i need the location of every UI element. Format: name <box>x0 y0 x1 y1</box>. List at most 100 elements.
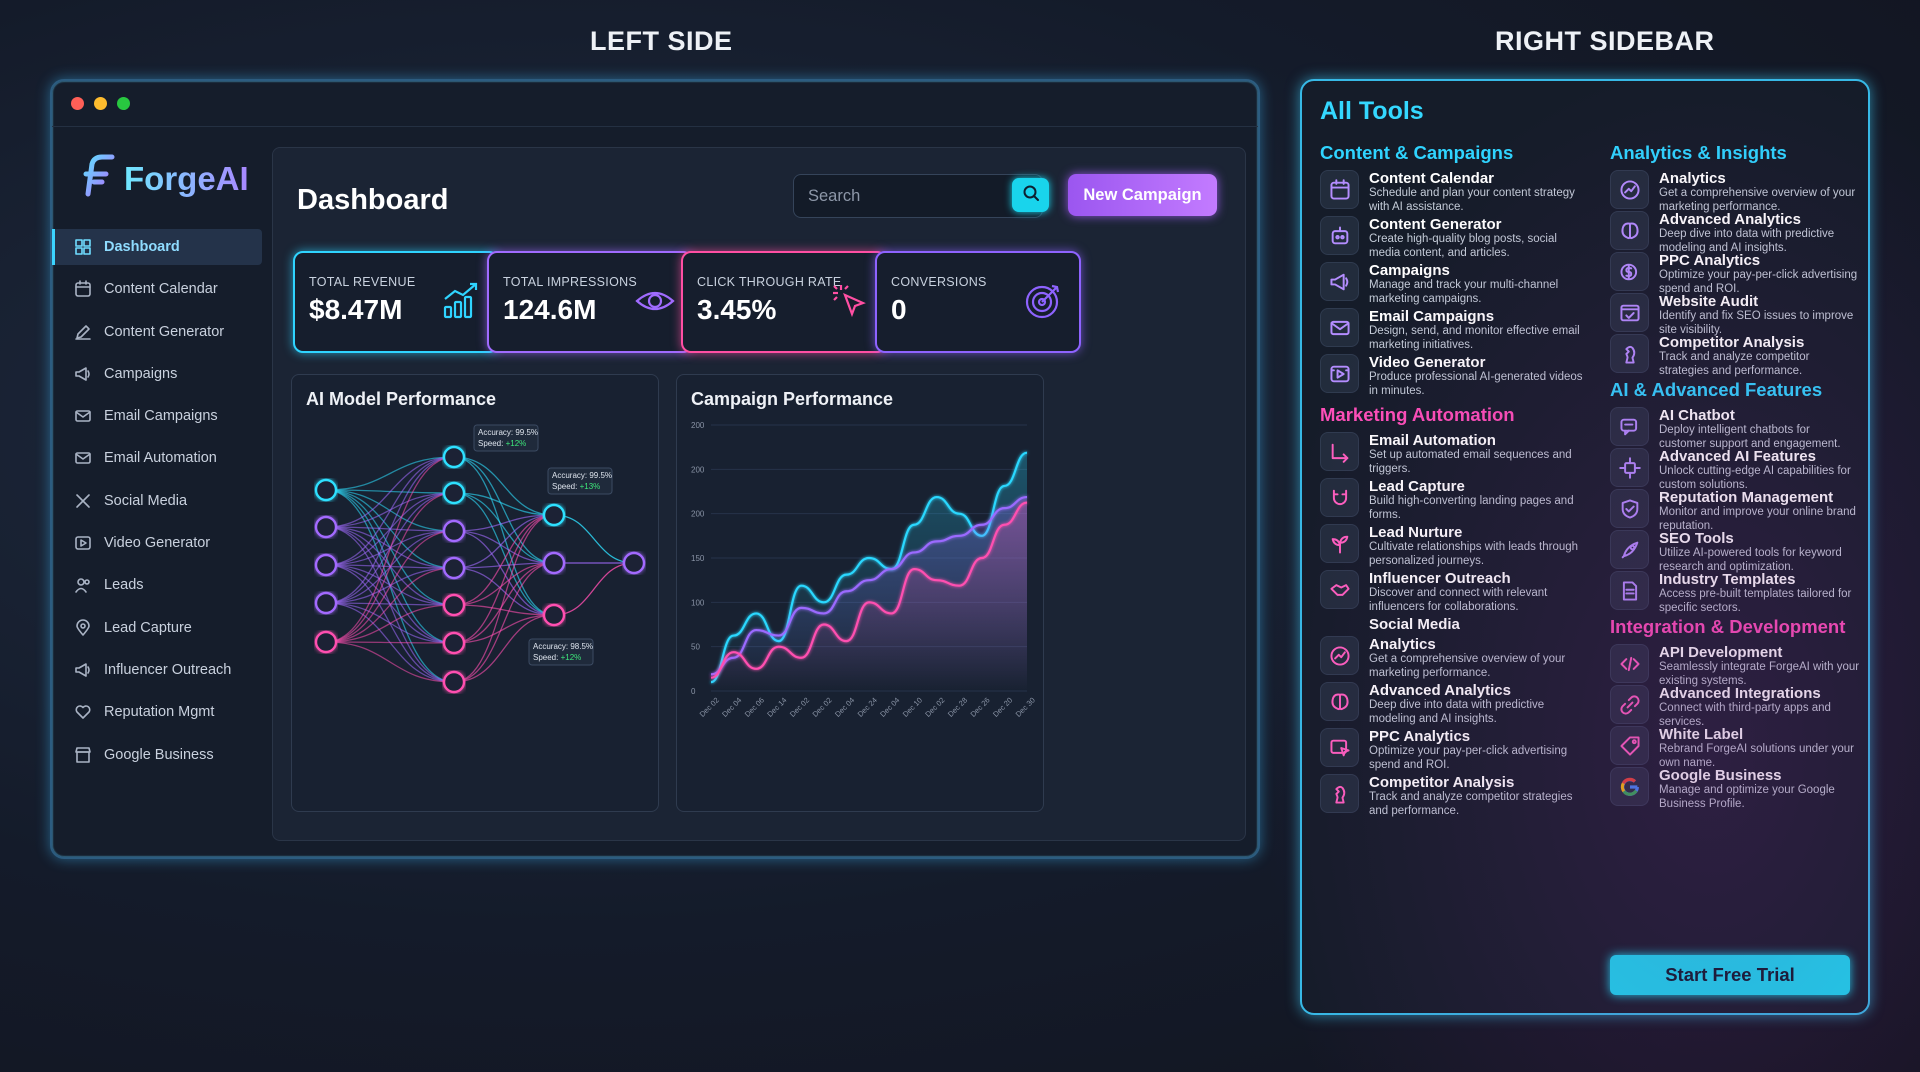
sidebar-item-reputation-mgmt[interactable]: Reputation Mgmt <box>52 694 264 730</box>
tool-description: Set up automated email sequences and tri… <box>1369 449 1572 475</box>
tool-description: Produce professional AI-generated videos… <box>1369 371 1583 397</box>
mail-icon <box>74 449 92 467</box>
tool-item-advanced-integrations[interactable]: Advanced Integrations Connect with third-… <box>1610 685 1860 728</box>
x-tick-label: Dec 14 <box>765 696 788 719</box>
stat-card-total-revenue[interactable]: TOTAL REVENUE $8.47M <box>293 251 499 353</box>
tool-item-competitor-analysis[interactable]: Competitor Analysis Track and analyze com… <box>1610 334 1860 377</box>
tool-item-white-label[interactable]: White Label Rebrand ForgeAI solutions und… <box>1610 726 1860 769</box>
tool-item-ppc-analytics[interactable]: PPC Analytics Optimize your pay-per-click… <box>1610 252 1860 295</box>
start-free-trial-button[interactable]: Start Free Trial <box>1610 955 1850 995</box>
tool-item-analytics[interactable]: Analytics Get a comprehensive overview of… <box>1320 636 1590 682</box>
robot-icon <box>1320 216 1359 255</box>
sidebar-item-email-automation[interactable]: Email Automation <box>52 440 264 476</box>
x-tick-label: Dec 10 <box>901 696 924 719</box>
all-tools-sidebar: All Tools Content & Campaigns Content Cal… <box>1300 79 1870 1015</box>
tool-item-reputation-management[interactable]: Reputation Management Monitor and improve… <box>1610 489 1860 532</box>
sidebar-item-influencer-outreach[interactable]: Influencer Outreach <box>52 652 264 688</box>
tool-item-advanced-analytics[interactable]: Advanced Analytics Deep dive into data wi… <box>1610 211 1860 254</box>
tool-name: Email Automation <box>1369 432 1496 449</box>
x-tick-label: Dec 02 <box>811 696 834 719</box>
tool-item-lead-nurture[interactable]: Lead Nurture Cultivate relationships with… <box>1320 524 1590 570</box>
tool-name: Advanced Integrations <box>1659 685 1821 702</box>
x-tick-label: Dec 26 <box>969 696 992 719</box>
tool-item-social-media[interactable]: Social Media <box>1320 616 1590 636</box>
sidebar-item-label: Video Generator <box>104 535 211 552</box>
tool-name: Video Generator <box>1369 354 1486 371</box>
tool-category-title: Analytics & Insights <box>1610 142 1787 163</box>
tool-name: Industry Templates <box>1659 571 1796 588</box>
tool-item-api-development[interactable]: API Development Seamlessly integrate Forg… <box>1610 644 1860 687</box>
tool-description: Deploy intelligent chatbots for customer… <box>1659 424 1841 450</box>
minimize-window-button[interactable] <box>94 97 107 110</box>
magnet-icon <box>1320 478 1359 517</box>
sidebar-item-video-generator[interactable]: Video Generator <box>52 525 264 561</box>
tools-column-left: Content & Campaigns Content Calendar Sched… <box>1320 142 1590 820</box>
tool-item-video-generator[interactable]: Video Generator Produce professional AI-g… <box>1320 354 1590 400</box>
tool-category-title: AI & Advanced Features <box>1610 379 1823 400</box>
close-window-button[interactable] <box>71 97 84 110</box>
sidebar-item-dashboard[interactable]: Dashboard <box>52 229 262 265</box>
search-icon <box>1022 184 1040 207</box>
tool-item-seo-tools[interactable]: SEO Tools Utilize AI-powered tools for ke… <box>1610 530 1860 573</box>
y-tick-label: 0 <box>691 687 696 696</box>
sidebar-item-lead-capture[interactable]: Lead Capture <box>52 610 264 646</box>
tool-item-campaigns[interactable]: Campaigns Manage and track your multi-cha… <box>1320 262 1590 308</box>
tool-item-email-campaigns[interactable]: Email Campaigns Design, send, and monitor… <box>1320 308 1590 354</box>
tool-name: White Label <box>1659 726 1744 743</box>
stat-label: TOTAL IMPRESSIONS <box>503 275 638 289</box>
sidebar-item-leads[interactable]: Leads <box>52 567 264 603</box>
stat-value: 3.45% <box>697 294 777 325</box>
tool-description: Create high-quality blog posts, social m… <box>1369 233 1557 259</box>
sidebar-item-email-campaigns[interactable]: Email Campaigns <box>52 398 264 434</box>
accuracy-tooltip: Accuracy: 98.5% Speed: +12% <box>528 638 594 666</box>
sidebar-item-label: Campaigns <box>104 365 178 382</box>
tool-item-ppc-analytics[interactable]: PPC Analytics Optimize your pay-per-click… <box>1320 728 1590 774</box>
stat-card-conversions[interactable]: CONVERSIONS 0 <box>875 251 1081 353</box>
tool-item-content-calendar[interactable]: Content Calendar Schedule and plan your c… <box>1320 170 1590 216</box>
tool-item-website-audit[interactable]: Website Audit Identify and fix SEO issues… <box>1610 293 1860 336</box>
tool-item-email-automation[interactable]: Email Automation Set up automated email s… <box>1320 432 1590 478</box>
tool-item-ai-chatbot[interactable]: AI Chatbot Deploy intelligent chatbots fo… <box>1610 407 1860 450</box>
sidebar-item-content-generator[interactable]: Content Generator <box>52 314 264 350</box>
search-input[interactable]: Search <box>793 174 1043 218</box>
tool-item-industry-templates[interactable]: Industry Templates Access pre-built templ… <box>1610 571 1860 614</box>
tool-item-influencer-outreach[interactable]: Influencer Outreach Discover and connect … <box>1320 570 1590 616</box>
tool-item-google-business[interactable]: Google Business Manage and optimize your … <box>1610 767 1860 810</box>
tool-name: SEO Tools <box>1659 530 1734 547</box>
tool-item-advanced-analytics[interactable]: Advanced Analytics Deep dive into data wi… <box>1320 682 1590 728</box>
tool-name: Website Audit <box>1659 293 1759 310</box>
cursor-click-icon <box>829 281 869 321</box>
maximize-window-button[interactable] <box>117 97 130 110</box>
brand-logo[interactable]: ForgeAI <box>80 154 249 203</box>
series-area <box>711 502 1027 691</box>
tool-item-content-generator[interactable]: Content Generator Create high-quality blo… <box>1320 216 1590 262</box>
stat-card-total-impressions[interactable]: TOTAL IMPRESSIONS 124.6M <box>487 251 693 353</box>
tool-item-analytics[interactable]: Analytics Get a comprehensive overview of… <box>1610 170 1860 213</box>
campaign-performance-panel: Campaign Performance 200 200 200 150 100 50 0 D… <box>676 374 1044 812</box>
tool-name: Advanced AI Features <box>1659 448 1816 465</box>
tool-name: Reputation Management <box>1659 489 1834 506</box>
dollar-icon <box>1610 252 1649 291</box>
sidebar-item-campaigns[interactable]: Campaigns <box>52 356 264 392</box>
new-campaign-button[interactable]: New Campaign <box>1068 174 1217 216</box>
tool-description: Identify and fix SEO issues to improve s… <box>1659 310 1854 336</box>
tool-item-competitor-analysis[interactable]: Competitor Analysis Track and analyze com… <box>1320 774 1590 820</box>
tooltip-speed: Speed: +12% <box>533 653 581 662</box>
series-line[interactable] <box>710 501 1028 679</box>
stat-card-click-through-rate[interactable]: CLICK THROUGH RATE 3.45% <box>681 251 887 353</box>
search-button[interactable] <box>1012 178 1049 212</box>
tooltip-accuracy: Accuracy: 98.5% <box>533 642 593 651</box>
tool-description: Deep dive into data with predictive mode… <box>1369 699 1545 725</box>
series-line[interactable] <box>710 495 1028 676</box>
chat-icon <box>1610 407 1649 446</box>
sidebar-item-google-business[interactable]: Google Business <box>52 737 264 773</box>
tool-item-advanced-ai-features[interactable]: Advanced AI Features Unlock cutting-edge … <box>1610 448 1860 491</box>
right-sidebar-label: RIGHT SIDEBAR <box>1495 26 1715 56</box>
tool-description: Track and analyze competitor strategies … <box>1659 351 1810 377</box>
y-tick-label: 200 <box>691 421 705 430</box>
users-icon <box>74 576 92 594</box>
sidebar-item-social-media[interactable]: Social Media <box>52 483 264 519</box>
sidebar-item-content-calendar[interactable]: Content Calendar <box>52 271 264 307</box>
tool-item-lead-capture[interactable]: Lead Capture Build high-converting landin… <box>1320 478 1590 524</box>
shield-icon <box>1610 489 1649 528</box>
